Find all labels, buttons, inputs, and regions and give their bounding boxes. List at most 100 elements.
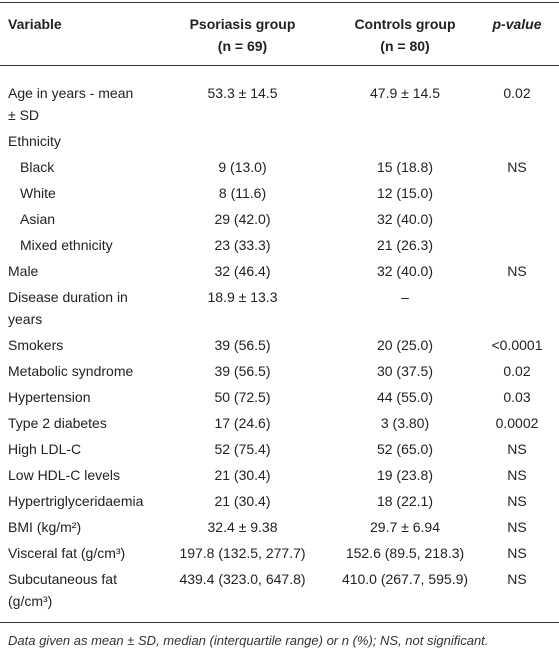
- cell: 8 (11.6): [218, 185, 267, 201]
- cell: 44 (55.0): [376, 389, 434, 405]
- cell: NS: [507, 545, 527, 561]
- row-label: High LDL-C: [8, 441, 82, 457]
- cell: NS: [507, 493, 527, 509]
- cell: 32 (46.4): [214, 263, 271, 279]
- cell: 32 (40.0): [376, 263, 434, 279]
- column-header: Controls group (n = 80): [335, 3, 475, 66]
- cell: 18 (22.1): [376, 493, 434, 509]
- cell: [150, 128, 335, 154]
- row-label: Low HDL-C levels: [8, 467, 121, 483]
- table-row: Visceral fat (g/cm³) 197.8 (132.5, 277.7)…: [0, 540, 559, 566]
- cell: 52 (75.4): [214, 441, 271, 457]
- header-line: p-value: [492, 16, 542, 32]
- cell: 53.3 ± 14.5: [207, 85, 278, 101]
- table-row: Hypertension 50 (72.5) 44 (55.0) 0.03: [0, 384, 559, 410]
- cell: NS: [507, 519, 527, 535]
- row-label: Black: [20, 159, 55, 175]
- cell: 50 (72.5): [214, 389, 271, 405]
- table-row: Male 32 (46.4) 32 (40.0) NS: [0, 258, 559, 284]
- table-row: Metabolic syndrome 39 (56.5) 30 (37.5) 0.02: [0, 358, 559, 384]
- table-row: Smokers 39 (56.5) 20 (25.0) <0.0001: [0, 332, 559, 358]
- cell: 410.0 (267.7, 595.9): [341, 571, 469, 587]
- cell: 197.8 (132.5, 277.7): [179, 545, 306, 561]
- cell: [475, 206, 559, 232]
- header-line: Variable: [8, 16, 62, 32]
- cell: 3 (3.80): [380, 415, 430, 431]
- row-label: Ethnicity: [8, 133, 61, 149]
- cell: 0.0002: [495, 415, 539, 431]
- cell: [475, 284, 559, 332]
- cell: 439.4 (323.0, 647.8): [179, 571, 306, 587]
- row-label: White: [20, 185, 56, 201]
- cell: 15 (18.8): [376, 159, 434, 175]
- row-label: Age in years - mean ± SD: [8, 85, 134, 123]
- cell: 47.9 ± 14.5: [370, 85, 440, 101]
- table-row: Ethnicity: [0, 128, 559, 154]
- row-label: Visceral fat (g/cm³): [8, 545, 126, 561]
- table-row: High LDL-C 52 (75.4) 52 (65.0) NS: [0, 436, 559, 462]
- cell: 9 (13.0): [218, 159, 267, 175]
- row-label: Disease duration in years: [8, 289, 128, 327]
- cell: [335, 128, 475, 154]
- cell: NS: [507, 441, 527, 457]
- cell: NS: [507, 159, 527, 175]
- cell: 39 (56.5): [214, 363, 271, 379]
- row-label: Subcutaneous fat (g/cm³): [8, 571, 117, 609]
- footnote: Data given as mean ± SD, median (interqu…: [8, 633, 489, 648]
- cell: 0.02: [503, 363, 531, 379]
- row-label: BMI (kg/m²): [8, 519, 82, 535]
- cell: 20 (25.0): [376, 337, 434, 353]
- table-row: Mixed ethnicity 23 (33.3) 21 (26.3): [0, 232, 559, 258]
- column-header: p-value: [475, 3, 559, 66]
- cell: [475, 128, 559, 154]
- header-line: (n = 69): [217, 38, 268, 54]
- column-header: Variable: [0, 3, 150, 66]
- cell: 30 (37.5): [376, 363, 434, 379]
- table-row: White 8 (11.6) 12 (15.0): [0, 180, 559, 206]
- cell: 152.6 (89.5, 218.3): [345, 545, 465, 561]
- cell: 29.7 ± 6.94: [370, 519, 440, 535]
- header-row: Variable Psoriasis group (n = 69) Controls …: [0, 2, 559, 66]
- cell: 32.4 ± 9.38: [207, 519, 278, 535]
- row-label: Male: [8, 263, 39, 279]
- cell: 17 (24.6): [214, 415, 271, 431]
- cell: 18.9 ± 13.3: [207, 289, 278, 305]
- cell: [475, 180, 559, 206]
- row-label: Hypertension: [8, 389, 91, 405]
- cell: 21 (30.4): [214, 467, 271, 483]
- row-label: Asian: [20, 211, 56, 227]
- table-row: Age in years - mean ± SD 53.3 ± 14.5 47.9 …: [0, 66, 559, 129]
- row-label: Smokers: [8, 337, 64, 353]
- cell: <0.0001: [491, 337, 543, 353]
- cell: NS: [507, 571, 527, 587]
- cell: NS: [507, 263, 527, 279]
- cell: 29 (42.0): [214, 211, 271, 227]
- table-row: BMI (kg/m²) 32.4 ± 9.38 29.7 ± 6.94 NS: [0, 514, 559, 540]
- cell: 21 (26.3): [376, 237, 434, 253]
- cell: 52 (65.0): [376, 441, 434, 457]
- cell: 19 (23.8): [376, 467, 434, 483]
- cell: 0.02: [503, 85, 531, 101]
- cell: 21 (30.4): [214, 493, 271, 509]
- cell: 39 (56.5): [214, 337, 271, 353]
- table-row: Subcutaneous fat (g/cm³) 439.4 (323.0, 64…: [0, 566, 559, 623]
- table-row: Black 9 (13.0) 15 (18.8) NS: [0, 154, 559, 180]
- cell: –: [401, 289, 409, 305]
- table-row: Asian 29 (42.0) 32 (40.0): [0, 206, 559, 232]
- table-body: Age in years - mean ± SD 53.3 ± 14.5 47.9 …: [0, 66, 559, 623]
- cell: [475, 232, 559, 258]
- table-row: Disease duration in years 18.9 ± 13.3 –: [0, 284, 559, 332]
- column-header: Psoriasis group (n = 69): [150, 3, 335, 66]
- header-line: (n = 80): [380, 38, 430, 54]
- cell: NS: [507, 467, 527, 483]
- data-table: Variable Psoriasis group (n = 69) Controls …: [0, 2, 559, 623]
- table-row: Type 2 diabetes 17 (24.6) 3 (3.80) 0.0002: [0, 410, 559, 436]
- row-label: Metabolic syndrome: [8, 363, 134, 379]
- header-line: Controls group: [354, 16, 456, 32]
- header-line: Psoriasis group: [189, 16, 296, 32]
- row-label: Type 2 diabetes: [8, 415, 107, 431]
- row-label: Hypertriglyceridaemia: [8, 493, 144, 509]
- row-label: Mixed ethnicity: [20, 237, 113, 253]
- cell: 12 (15.0): [376, 185, 434, 201]
